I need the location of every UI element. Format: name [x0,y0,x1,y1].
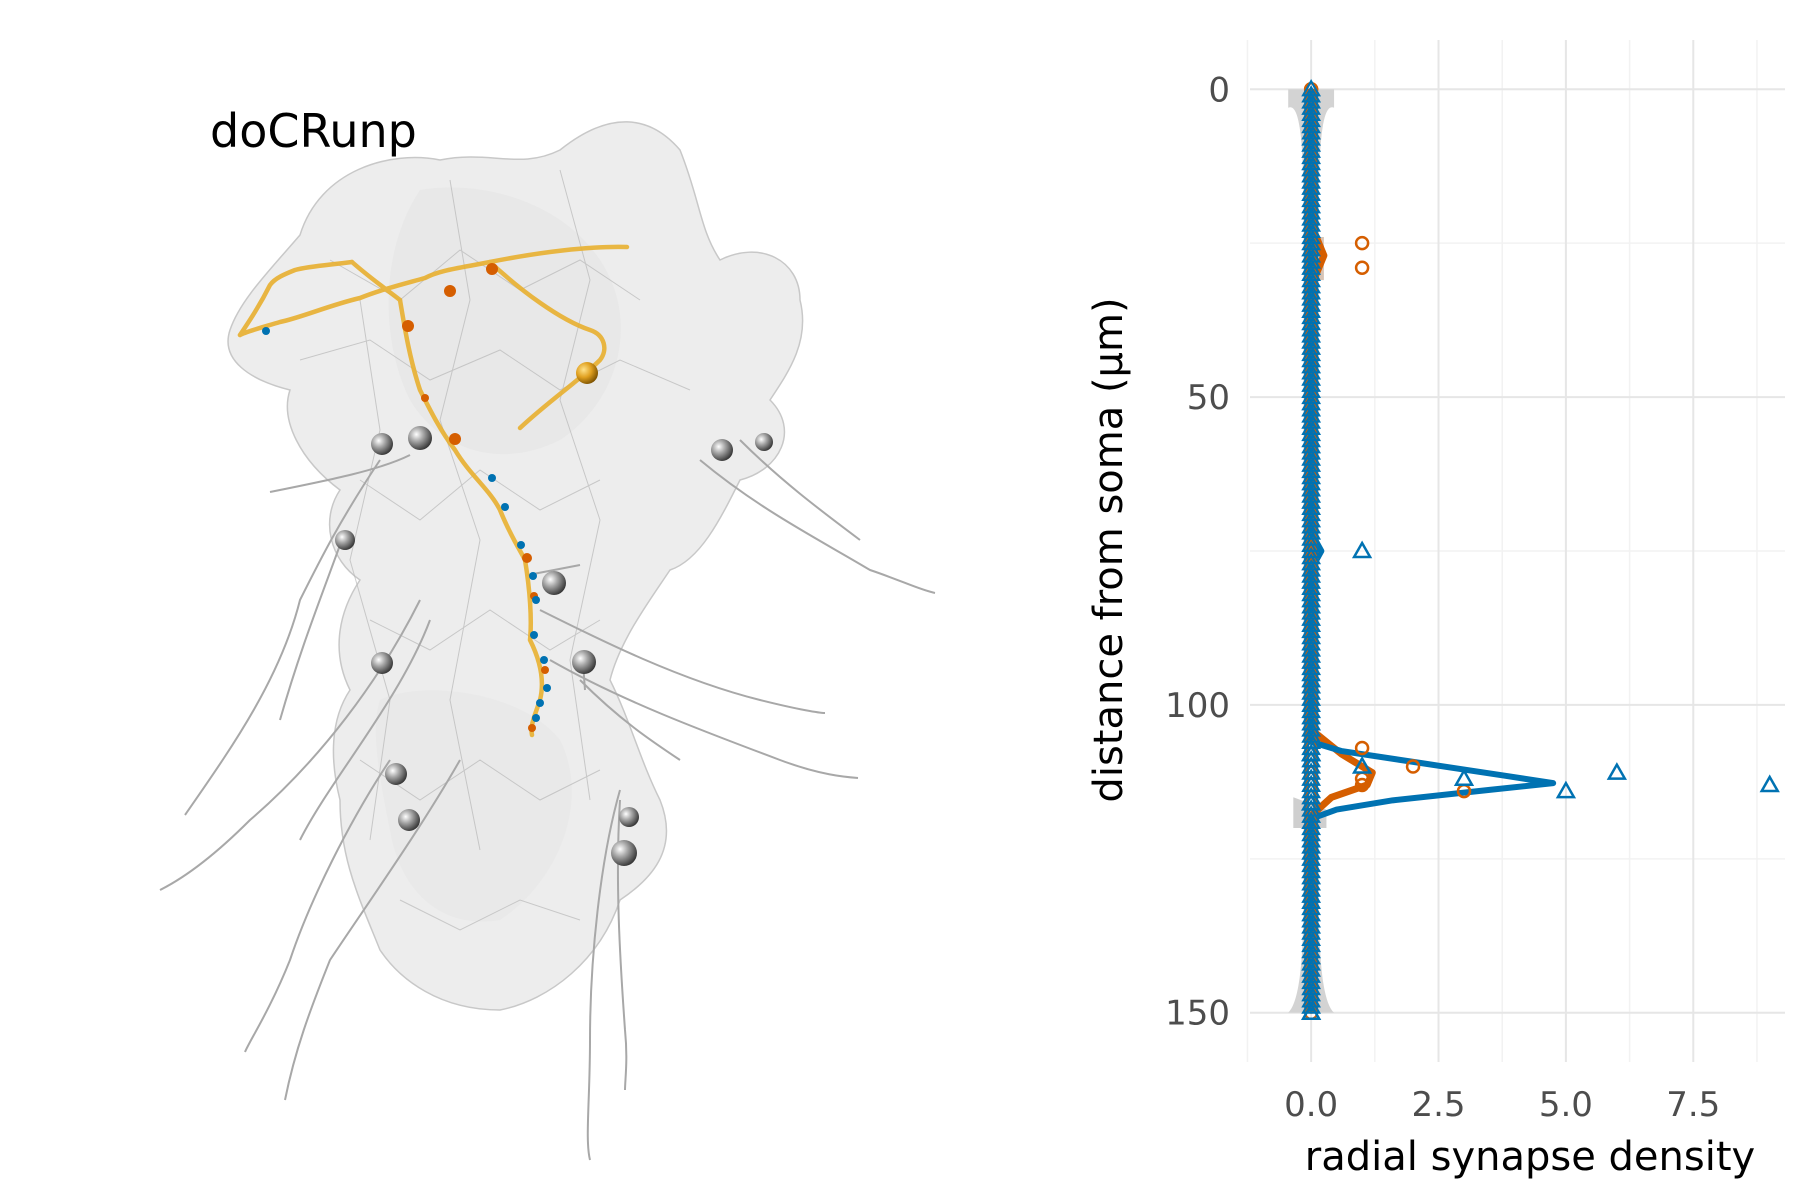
point-triangle [1453,768,1475,787]
point-triangle [1606,762,1628,780]
density-curve-orange [1307,89,1376,1013]
point-triangle [1555,780,1577,799]
tick-labels: 0.0 2.5 5.0 7.5 0 50 100 150 [1165,70,1720,1125]
x-tick-label: 7.5 [1666,1085,1720,1125]
point-circle [1354,235,1370,251]
point-circle [1405,759,1421,774]
point-triangle [1759,774,1780,793]
point-circle [1354,740,1370,756]
neuron-name-label: doCRunp [210,104,417,158]
point-triangle-zero [1301,996,1322,1014]
point-triangle [1300,1002,1322,1020]
point-triangle [1300,792,1322,811]
point-circle [1354,260,1370,276]
point-triangle [1351,540,1373,559]
x-tick-label: 0.0 [1284,1085,1338,1125]
target-neuron [237,244,630,738]
point-circle [1354,777,1370,793]
y-axis-title: distance from soma (μm) [1086,297,1132,802]
y-tick-label: 100 [1165,686,1230,726]
soma-spheres [335,362,773,866]
grid-minor [1246,40,1785,1062]
data-points [1300,79,1780,1020]
point-triangle [1351,755,1373,774]
y-tick-label: 0 [1208,70,1230,110]
synapse-markers [262,263,551,732]
neuron-render [159,121,936,1161]
x-tick-label: 5.0 [1539,1085,1593,1125]
y-tick-label: 50 [1187,378,1230,418]
x-axis-title: radial synapse density [1305,1134,1755,1180]
point-triangle [1300,743,1322,762]
y-tick-label: 150 [1165,994,1230,1034]
x-tick-label: 2.5 [1411,1085,1465,1125]
